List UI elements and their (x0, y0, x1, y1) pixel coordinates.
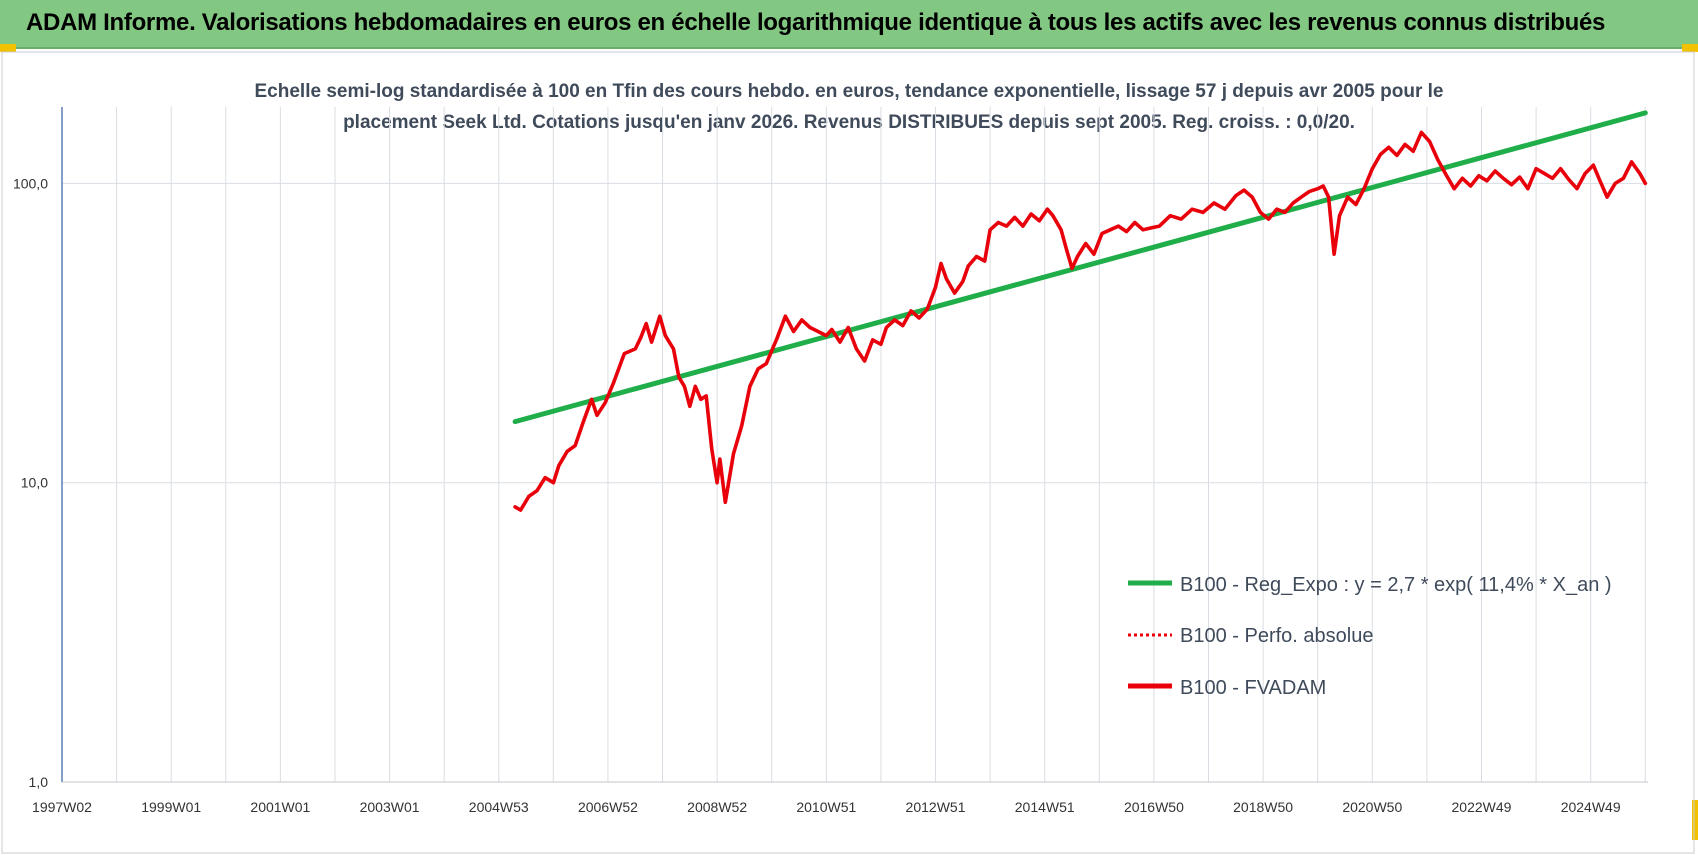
x-tick-label: 2024W49 (1561, 799, 1621, 815)
grid (61, 107, 1648, 783)
y-tick-label: 100,0 (13, 175, 48, 191)
corner-mark-bottom-right (1692, 800, 1698, 840)
x-tick-label: 2016W50 (1124, 799, 1184, 815)
x-tick-label: 1999W01 (141, 799, 201, 815)
chart-border (1, 51, 1695, 854)
page-title: ADAM Informe. Valorisations hebdomadaire… (26, 9, 1606, 36)
series-trend-line (512, 110, 1648, 425)
x-tick-label: 2020W50 (1342, 799, 1402, 815)
corner-mark-top-left (0, 44, 16, 52)
y-tick-label: 1,0 (29, 774, 49, 790)
legend: B100 - Reg_Expo : y = 2,7 * exp( 11,4% *… (1128, 574, 1612, 699)
x-tick-label: 2022W49 (1452, 799, 1512, 815)
x-tick-label: 2006W52 (578, 799, 638, 815)
y-tick-label: 10,0 (21, 475, 48, 491)
corner-mark-top-right (1682, 44, 1698, 52)
x-tick-label: 2004W53 (469, 799, 529, 815)
legend-label-trend: B100 - Reg_Expo : y = 2,7 * exp( 11,4% *… (1180, 574, 1612, 596)
x-tick-label: 1997W02 (32, 799, 92, 815)
header-bar: ADAM Informe. Valorisations hebdomadaire… (0, 0, 1698, 49)
chart-subtitle-line-1: Echelle semi-log standardisée à 100 en T… (255, 81, 1444, 102)
axes: 1,0 10,0 100,0 1997W02 1999W01 2001W01 2003W01… (13, 107, 1648, 815)
x-tick-label: 2010W51 (796, 799, 856, 815)
series-fvadam-line (513, 130, 1648, 512)
legend-label-perfo: B100 - Perfo. absolue (1180, 625, 1373, 647)
x-tick-label: 2001W01 (250, 799, 310, 815)
legend-label-fvadam: B100 - FVADAM (1180, 677, 1326, 699)
chart-subtitle-line-2: placement Seek Ltd. Cotations jusqu'en j… (343, 112, 1355, 133)
x-tick-label: 2014W51 (1015, 799, 1075, 815)
series (512, 110, 1648, 512)
x-tick-label: 2008W52 (687, 799, 747, 815)
x-tick-label: 2018W50 (1233, 799, 1293, 815)
x-tick-label: 2012W51 (906, 799, 966, 815)
x-tick-label: 2003W01 (360, 799, 420, 815)
